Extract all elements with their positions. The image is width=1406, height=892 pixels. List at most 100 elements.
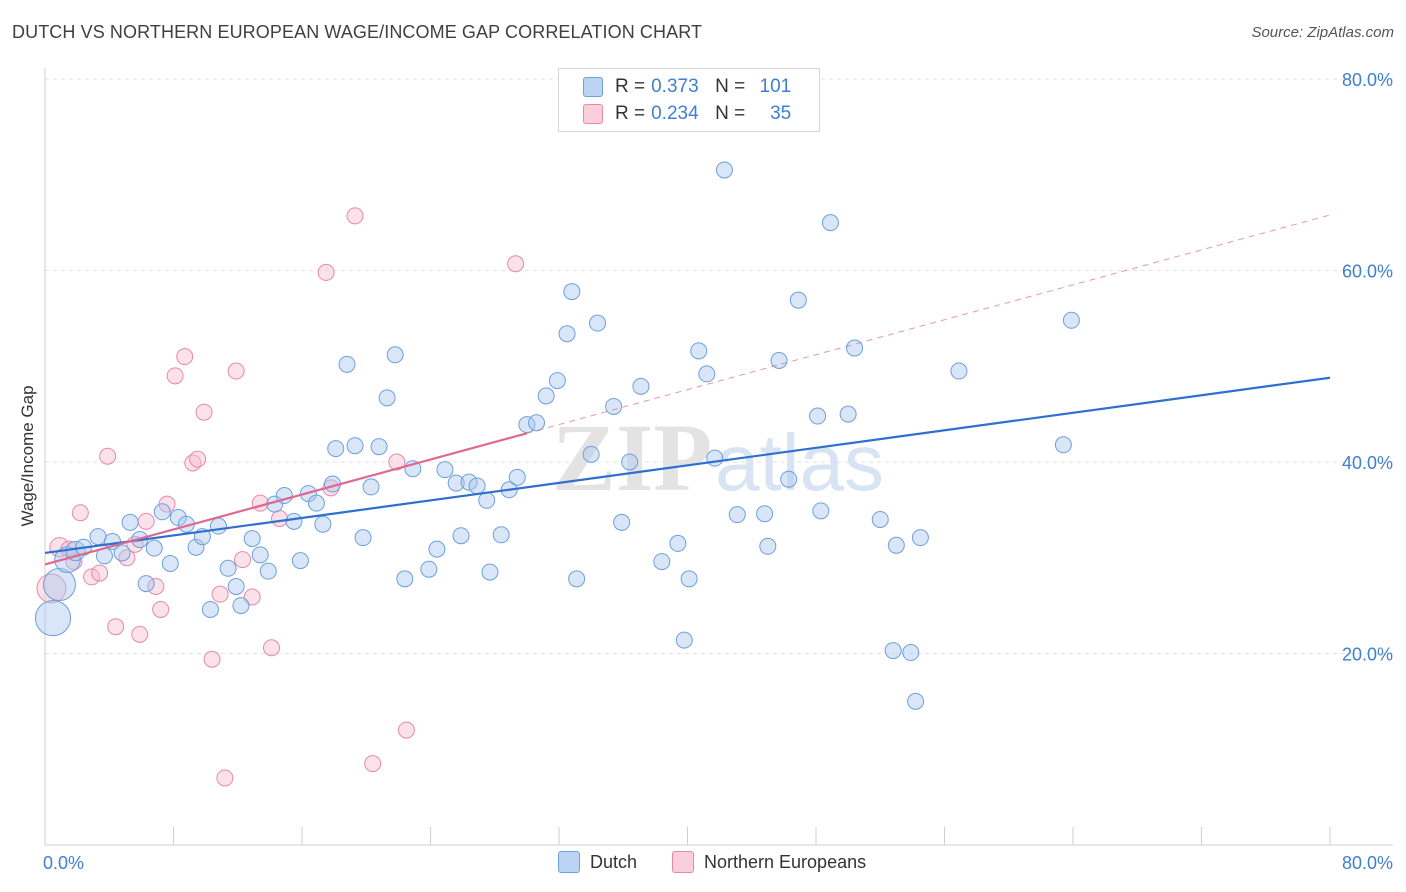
dutch-point (1062, 311, 1080, 329)
dutch-point (548, 372, 566, 390)
dutch-point (887, 536, 905, 554)
dutch-point (89, 528, 107, 546)
northern-europeans-point (137, 512, 155, 530)
dutch-point (809, 407, 827, 425)
dutch-point (884, 642, 902, 660)
dutch-point (378, 389, 396, 407)
dutch-point (227, 577, 245, 595)
northern-europeans-trend-extension (526, 214, 1331, 434)
dutch-point (839, 405, 857, 423)
dutch-point (907, 692, 925, 710)
dutch-point (362, 478, 380, 496)
n-value: 35 (770, 103, 792, 124)
n-label: N = (715, 103, 746, 124)
y-axis-label: Wage/Income Gap (18, 385, 37, 526)
dutch-point (871, 510, 889, 528)
northern-europeans-point (71, 504, 89, 522)
axes (44, 68, 1393, 846)
watermark: ZIP atlas (552, 404, 884, 511)
x-tick-label: 80.0% (1342, 853, 1393, 873)
dutch-point (327, 440, 345, 458)
dutch-point (1054, 436, 1072, 454)
northern-europeans-point (397, 721, 415, 739)
dutch-point (950, 362, 968, 380)
northern-europeans-point (176, 348, 194, 366)
dutch-point (232, 597, 250, 615)
northern-europeans-point (211, 585, 229, 603)
y-tick-label: 20.0% (1342, 645, 1393, 665)
northern-europeans-point (262, 639, 280, 657)
northern-europeans-point (107, 618, 125, 636)
dutch-point (121, 513, 139, 531)
dutch-point (558, 325, 576, 343)
bottom-legend-northern-europeans: Northern Europeans (672, 851, 866, 873)
r-value: 0.234 (651, 103, 699, 124)
dutch-point (145, 539, 163, 557)
dutch-point (187, 538, 205, 556)
dutch-point (528, 414, 546, 432)
dutch-point (338, 355, 356, 373)
dutch-point (201, 600, 219, 618)
dutch-point (589, 314, 607, 332)
northern-europeans-point (346, 207, 364, 225)
trend-lines (44, 214, 1331, 566)
northern-europeans-point (251, 494, 269, 512)
northern-europeans-point (364, 755, 382, 773)
dutch-point (137, 575, 155, 593)
dutch-point (481, 563, 499, 581)
watermark-zip: ZIP (552, 404, 712, 511)
dutch-point (846, 339, 864, 357)
dutch-legend-label: Dutch (590, 851, 638, 872)
dutch-point (537, 387, 555, 405)
dutch-point (209, 517, 227, 535)
r-value: 0.373 (651, 76, 699, 97)
legend-row-northern-europeans: R = 0.234 N = 35 (583, 101, 791, 127)
dutch-point (789, 291, 807, 309)
chart-source: Source: ZipAtlas.com (1251, 24, 1394, 41)
northern-europeans-point (388, 453, 406, 471)
dutch-point (902, 644, 920, 662)
tick-labels: 20.0% 40.0% 60.0% 80.0% 0.0% 80.0% (43, 70, 1393, 873)
dutch-point (478, 491, 496, 509)
dutch-point (653, 553, 671, 571)
y-tick-label: 60.0% (1342, 262, 1393, 282)
dutch-point (251, 546, 269, 564)
dutch-point (42, 568, 76, 602)
dutch-point (568, 570, 586, 588)
dutch-legend-swatch (558, 851, 580, 873)
r-label: R = (615, 76, 646, 97)
dutch-point (161, 554, 179, 572)
dutch-point (508, 468, 526, 486)
dutch-point (420, 560, 438, 578)
dutch-point (675, 631, 693, 649)
dutch-point (812, 502, 830, 520)
x-tick-label: 0.0% (43, 853, 84, 873)
dutch-point (690, 342, 708, 360)
northern-europeans-point (131, 625, 149, 643)
dutch-point (314, 515, 332, 533)
northern-europeans-points (36, 207, 525, 787)
northern-europeans-trend-line (44, 432, 528, 566)
legend-row-dutch: R = 0.373 N = 101 (583, 74, 791, 100)
dutch-trend-line (44, 376, 1331, 555)
northern-europeans-point (99, 447, 117, 465)
northern-europeans-swatch (583, 104, 603, 124)
dutch-point (698, 365, 716, 383)
northern-europeans-point (203, 650, 221, 668)
correlation-legend: R = 0.373 N = 101 R = 0.234 N = 35 (558, 68, 820, 132)
northern-europeans-point (147, 577, 165, 595)
northern-europeans-legend-label: Northern Europeans (704, 851, 867, 872)
chart-title: DUTCH VS NORTHERN EUROPEAN WAGE/INCOME G… (12, 22, 703, 42)
dutch-point (715, 161, 733, 179)
dutch-point (285, 512, 303, 530)
dutch-point (370, 438, 388, 456)
dutch-point (780, 470, 798, 488)
dutch-point (563, 283, 581, 301)
dutch-point (428, 540, 446, 558)
dutch-point (447, 474, 465, 492)
northern-europeans-point (227, 362, 245, 380)
dutch-point (307, 494, 325, 512)
dutch-point (613, 513, 631, 531)
dutch-point (346, 437, 364, 455)
